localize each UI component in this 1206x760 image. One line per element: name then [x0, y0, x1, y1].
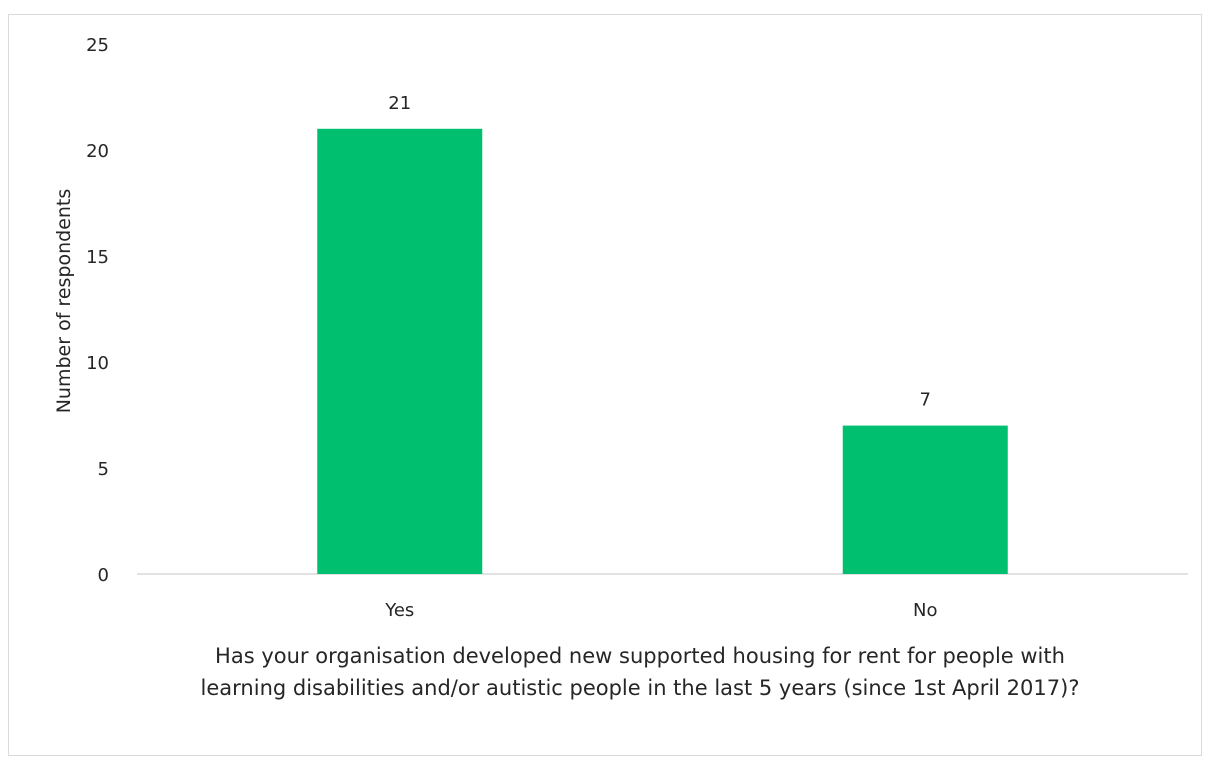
- chart-frame: [8, 14, 1202, 756]
- y-tick-label: 10: [86, 353, 109, 374]
- data-label: 21: [388, 93, 411, 114]
- y-tick-label: 20: [86, 141, 109, 162]
- y-tick-label: 25: [86, 35, 109, 56]
- y-axis-title: Number of respondents: [53, 189, 75, 414]
- y-tick-label: 0: [98, 565, 109, 586]
- x-axis-title: Has your organisation developed new supp…: [200, 644, 1080, 700]
- data-label: 7: [920, 390, 931, 411]
- bar: [317, 128, 483, 575]
- x-tick-label: No: [913, 600, 937, 621]
- bar: [842, 425, 1008, 574]
- y-tick-label: 5: [98, 459, 109, 480]
- y-tick-label: 15: [86, 247, 109, 268]
- x-tick-label: Yes: [384, 600, 414, 621]
